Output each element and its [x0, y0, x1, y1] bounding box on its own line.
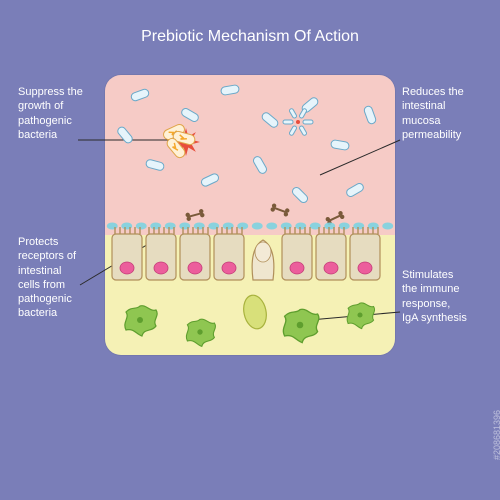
- label-immune: Stimulates the immune response, IgA synt…: [402, 268, 492, 325]
- label-suppress: Suppress the growth of pathogenic bacter…: [18, 85, 108, 142]
- diagram-title: Prebiotic Mechanism Of Action: [0, 28, 500, 46]
- label-protect-receptors: Protects receptors of intestinal cells f…: [18, 235, 108, 321]
- watermark: #208681396: [492, 410, 500, 460]
- tissue-panel: [105, 75, 395, 355]
- lumen-layer: [105, 75, 395, 235]
- label-permeability: Reduces the intestinal mucosa permeabili…: [402, 85, 492, 142]
- lamina-layer: [105, 235, 395, 355]
